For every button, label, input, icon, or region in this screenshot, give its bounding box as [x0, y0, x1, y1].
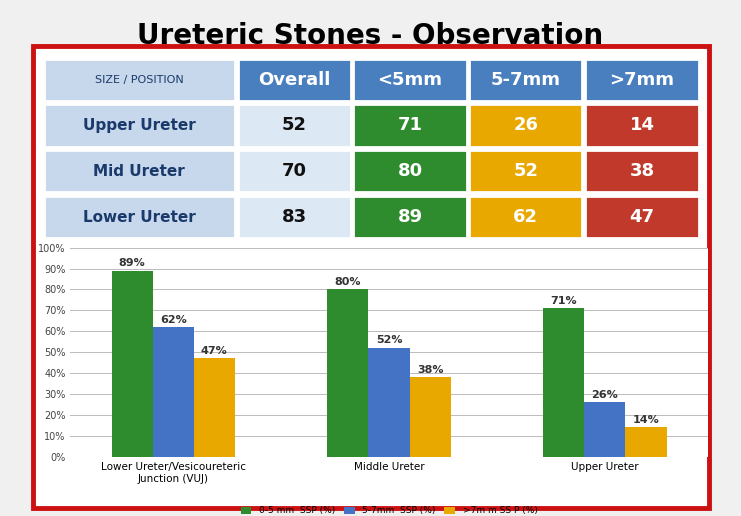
Text: 80: 80 — [397, 162, 422, 180]
Text: Lower Ureter: Lower Ureter — [83, 209, 196, 224]
Text: 14: 14 — [630, 117, 654, 135]
Text: Mid Ureter: Mid Ureter — [93, 164, 185, 179]
Text: 38: 38 — [629, 162, 654, 180]
FancyBboxPatch shape — [353, 150, 467, 192]
Text: 71%: 71% — [551, 296, 577, 306]
Text: 14%: 14% — [633, 415, 659, 425]
Bar — [543, 308, 585, 457]
Text: Overall: Overall — [258, 71, 330, 89]
Text: 26: 26 — [514, 117, 539, 135]
Text: SIZE / POSITION: SIZE / POSITION — [95, 75, 184, 85]
Bar — [585, 402, 625, 457]
Text: 47: 47 — [630, 208, 654, 226]
FancyBboxPatch shape — [469, 150, 582, 192]
Text: 71: 71 — [398, 117, 422, 135]
FancyBboxPatch shape — [585, 104, 699, 147]
Bar — [328, 289, 368, 457]
Text: 5-7mm: 5-7mm — [491, 71, 561, 89]
Text: 70: 70 — [282, 162, 307, 180]
FancyBboxPatch shape — [353, 104, 467, 147]
FancyBboxPatch shape — [585, 196, 699, 238]
FancyBboxPatch shape — [585, 150, 699, 192]
FancyBboxPatch shape — [238, 104, 350, 147]
Text: 26%: 26% — [591, 390, 618, 400]
Text: 89%: 89% — [119, 258, 145, 268]
Text: 62: 62 — [514, 208, 539, 226]
FancyBboxPatch shape — [585, 59, 699, 101]
FancyBboxPatch shape — [353, 59, 467, 101]
FancyBboxPatch shape — [469, 196, 582, 238]
Legend: 0-5 mm  SSP (%), 5-7mm  SSP (%), >7m m SS P (%): 0-5 mm SSP (%), 5-7mm SSP (%), >7m m SS … — [237, 503, 541, 516]
Bar — [111, 271, 153, 457]
FancyBboxPatch shape — [238, 150, 350, 192]
Bar — [410, 377, 451, 457]
Bar — [368, 348, 410, 457]
Text: 47%: 47% — [201, 346, 227, 356]
Bar — [193, 359, 235, 457]
Text: 80%: 80% — [335, 277, 361, 287]
FancyBboxPatch shape — [238, 196, 350, 238]
Text: 52%: 52% — [376, 335, 402, 346]
FancyBboxPatch shape — [44, 59, 235, 101]
FancyBboxPatch shape — [44, 104, 235, 147]
Text: 62%: 62% — [160, 315, 187, 325]
FancyBboxPatch shape — [44, 150, 235, 192]
Text: 52: 52 — [282, 117, 307, 135]
FancyBboxPatch shape — [469, 59, 582, 101]
Text: >7mm: >7mm — [610, 71, 674, 89]
Text: <5mm: <5mm — [378, 71, 442, 89]
Text: 52: 52 — [514, 162, 539, 180]
Bar — [153, 327, 193, 457]
Text: 89: 89 — [397, 208, 422, 226]
Text: 38%: 38% — [417, 365, 443, 375]
FancyBboxPatch shape — [238, 59, 350, 101]
FancyBboxPatch shape — [44, 196, 235, 238]
Text: Ureteric Stones - Observation: Ureteric Stones - Observation — [137, 22, 604, 50]
Text: 83: 83 — [282, 208, 307, 226]
FancyBboxPatch shape — [469, 104, 582, 147]
Bar — [625, 427, 667, 457]
Text: Upper Ureter: Upper Ureter — [83, 118, 196, 133]
FancyBboxPatch shape — [353, 196, 467, 238]
